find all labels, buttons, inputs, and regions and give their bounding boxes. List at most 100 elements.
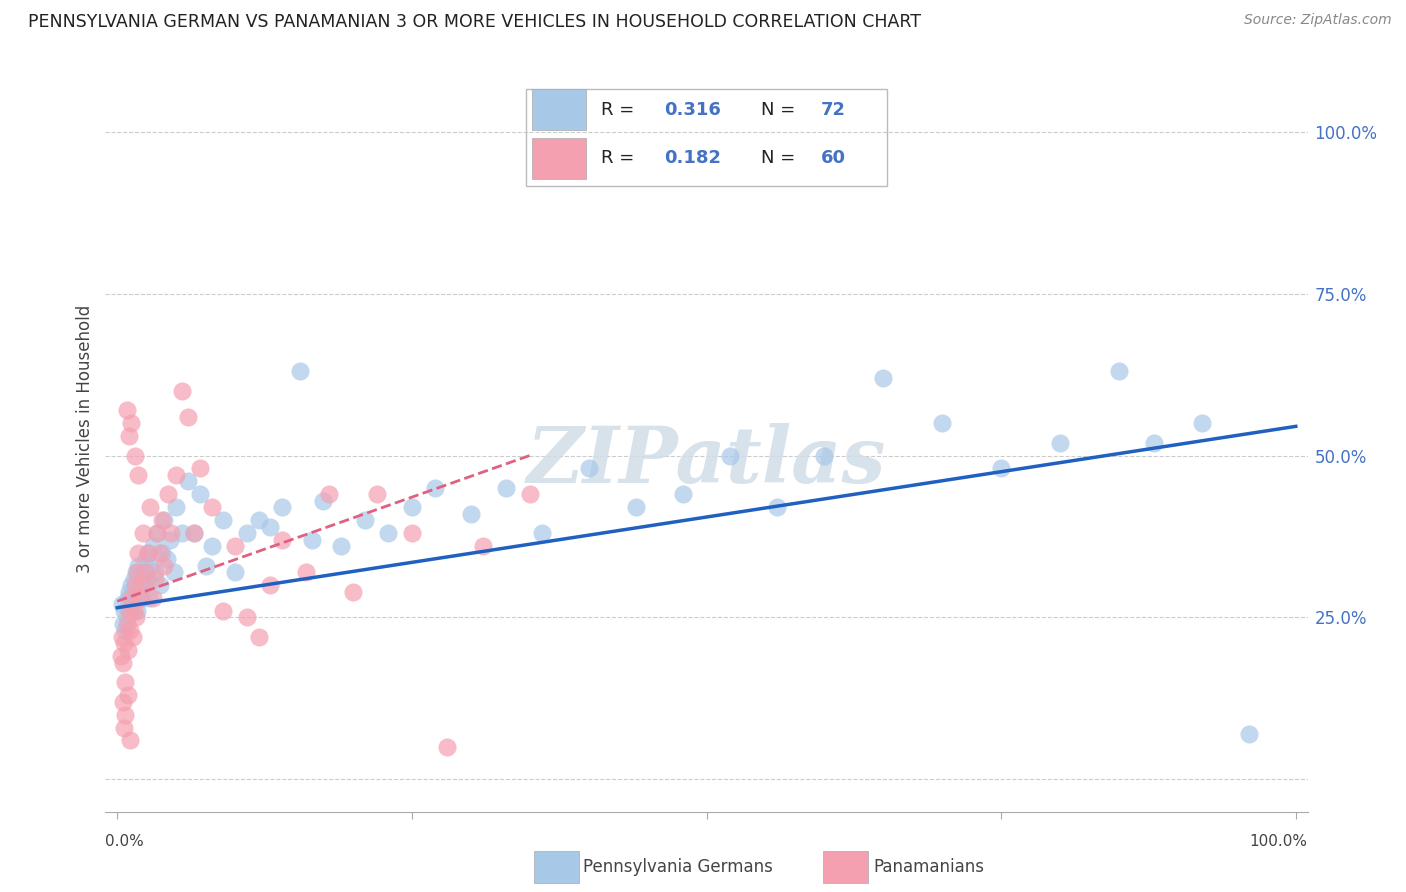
Point bbox=[112, 656, 135, 670]
Point bbox=[200, 539, 222, 553]
Point bbox=[118, 429, 141, 443]
Point bbox=[990, 461, 1012, 475]
Point bbox=[117, 688, 139, 702]
Point bbox=[117, 642, 139, 657]
Point bbox=[1049, 435, 1071, 450]
Point bbox=[624, 500, 647, 515]
Point bbox=[165, 467, 187, 482]
Point bbox=[170, 384, 193, 398]
Point bbox=[170, 526, 193, 541]
Text: 0.316: 0.316 bbox=[665, 101, 721, 119]
Point bbox=[401, 500, 423, 515]
Text: 0.0%: 0.0% bbox=[105, 834, 145, 849]
Text: 0.182: 0.182 bbox=[665, 149, 721, 167]
Text: Source: ZipAtlas.com: Source: ZipAtlas.com bbox=[1244, 13, 1392, 28]
Point bbox=[136, 546, 159, 560]
Point bbox=[150, 546, 173, 560]
Point bbox=[288, 364, 311, 378]
Point bbox=[112, 616, 135, 631]
Point bbox=[122, 604, 145, 618]
Point bbox=[120, 604, 142, 618]
Point bbox=[127, 558, 149, 573]
Point bbox=[872, 371, 894, 385]
Point bbox=[111, 598, 134, 612]
Point bbox=[149, 546, 172, 560]
Point bbox=[194, 558, 217, 573]
Text: ZIPatlas: ZIPatlas bbox=[527, 424, 886, 500]
Point bbox=[259, 520, 281, 534]
Point bbox=[111, 630, 134, 644]
Point bbox=[134, 578, 156, 592]
Point bbox=[114, 707, 136, 722]
Point bbox=[120, 733, 142, 747]
Point bbox=[125, 565, 148, 579]
Point bbox=[149, 578, 172, 592]
Text: R =: R = bbox=[600, 149, 640, 167]
Point bbox=[139, 500, 162, 515]
Point bbox=[112, 636, 135, 650]
Point bbox=[188, 487, 211, 501]
Text: Panamanians: Panamanians bbox=[873, 858, 984, 876]
Point bbox=[112, 695, 135, 709]
Point bbox=[121, 598, 143, 612]
Point bbox=[200, 500, 222, 515]
Point bbox=[436, 739, 458, 754]
Point bbox=[301, 533, 323, 547]
Point bbox=[120, 578, 142, 592]
Point bbox=[247, 630, 270, 644]
Point bbox=[124, 591, 146, 605]
Point bbox=[129, 578, 152, 592]
Point bbox=[115, 616, 138, 631]
Y-axis label: 3 or more Vehicles in Household: 3 or more Vehicles in Household bbox=[76, 305, 94, 574]
Point bbox=[114, 624, 136, 638]
Text: 72: 72 bbox=[821, 101, 846, 119]
Point bbox=[330, 539, 353, 553]
Point bbox=[212, 604, 235, 618]
Point bbox=[160, 526, 183, 541]
Point bbox=[342, 584, 364, 599]
Point bbox=[118, 584, 141, 599]
Point bbox=[132, 526, 155, 541]
Point bbox=[519, 487, 541, 501]
Point bbox=[425, 481, 447, 495]
Point bbox=[110, 649, 132, 664]
Point bbox=[672, 487, 695, 501]
Point bbox=[143, 565, 166, 579]
Point bbox=[146, 526, 169, 541]
Point bbox=[1191, 416, 1213, 430]
Point bbox=[150, 513, 173, 527]
Point bbox=[139, 558, 162, 573]
Point bbox=[135, 565, 157, 579]
Point bbox=[295, 565, 318, 579]
Point bbox=[931, 416, 953, 430]
Point bbox=[153, 513, 176, 527]
Point bbox=[128, 584, 150, 599]
Point bbox=[183, 526, 205, 541]
Point bbox=[236, 610, 259, 624]
Point bbox=[1237, 727, 1260, 741]
Point bbox=[1143, 435, 1166, 450]
Point bbox=[495, 481, 517, 495]
Point bbox=[122, 572, 145, 586]
Point bbox=[118, 604, 141, 618]
Point bbox=[121, 630, 143, 644]
Point bbox=[142, 591, 165, 605]
Point bbox=[212, 513, 235, 527]
Point bbox=[366, 487, 388, 501]
Text: R =: R = bbox=[600, 101, 640, 119]
Text: PENNSYLVANIA GERMAN VS PANAMANIAN 3 OR MORE VEHICLES IN HOUSEHOLD CORRELATION CH: PENNSYLVANIA GERMAN VS PANAMANIAN 3 OR M… bbox=[28, 13, 921, 31]
Bar bbox=[533, 89, 586, 130]
Point bbox=[127, 604, 149, 618]
Point bbox=[177, 409, 200, 424]
Point bbox=[129, 578, 152, 592]
Point bbox=[159, 533, 181, 547]
Point bbox=[165, 500, 187, 515]
Text: N =: N = bbox=[761, 149, 800, 167]
Point bbox=[120, 624, 142, 638]
Point bbox=[138, 591, 160, 605]
Point bbox=[135, 572, 157, 586]
Point bbox=[115, 610, 138, 624]
Point bbox=[247, 513, 270, 527]
Point bbox=[766, 500, 789, 515]
Point bbox=[156, 552, 179, 566]
